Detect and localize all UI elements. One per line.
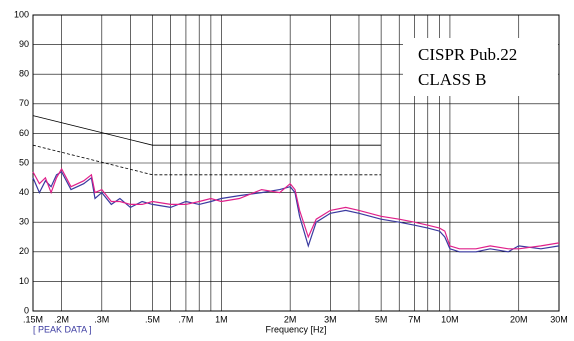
- y-tick-label: 20: [19, 246, 29, 256]
- x-tick-label: .3M: [94, 314, 109, 324]
- series-line: [32, 144, 382, 176]
- annotation-box: [403, 38, 558, 96]
- x-tick-label: .2M: [54, 314, 69, 324]
- y-tick-label: 0: [24, 305, 29, 315]
- y-tick-label: 100: [14, 9, 29, 19]
- annotation: CLASS B: [418, 70, 487, 89]
- x-tick-label: .7M: [178, 314, 193, 324]
- x-tick-label: .5M: [145, 314, 160, 324]
- x-axis-label: Frequency [Hz]: [265, 324, 326, 334]
- x-tick-label: 10M: [441, 314, 459, 324]
- x-tick-label: 7M: [408, 314, 421, 324]
- x-tick-label: 20M: [510, 314, 528, 324]
- x-tick-label: 3M: [324, 314, 337, 324]
- series-line: [32, 115, 382, 146]
- y-tick-label: 40: [19, 187, 29, 197]
- x-tick-label: 30M: [550, 314, 568, 324]
- y-tick-label: 50: [19, 157, 29, 167]
- y-tick-label: 30: [19, 217, 29, 227]
- y-tick-label: 80: [19, 69, 29, 79]
- x-tick-label: 1M: [215, 314, 228, 324]
- y-tick-label: 60: [19, 128, 29, 138]
- y-tick-label: 90: [19, 39, 29, 49]
- x-tick-label: 5M: [375, 314, 388, 324]
- series-line: [32, 167, 560, 250]
- x-tick-label: 2M: [284, 314, 297, 324]
- annotation: CISPR Pub.22: [418, 45, 517, 64]
- y-tick-label: 70: [19, 98, 29, 108]
- annotation: [ PEAK DATA ]: [33, 324, 92, 334]
- y-tick-label: 10: [19, 276, 29, 286]
- x-tick-label: .15M: [23, 314, 43, 324]
